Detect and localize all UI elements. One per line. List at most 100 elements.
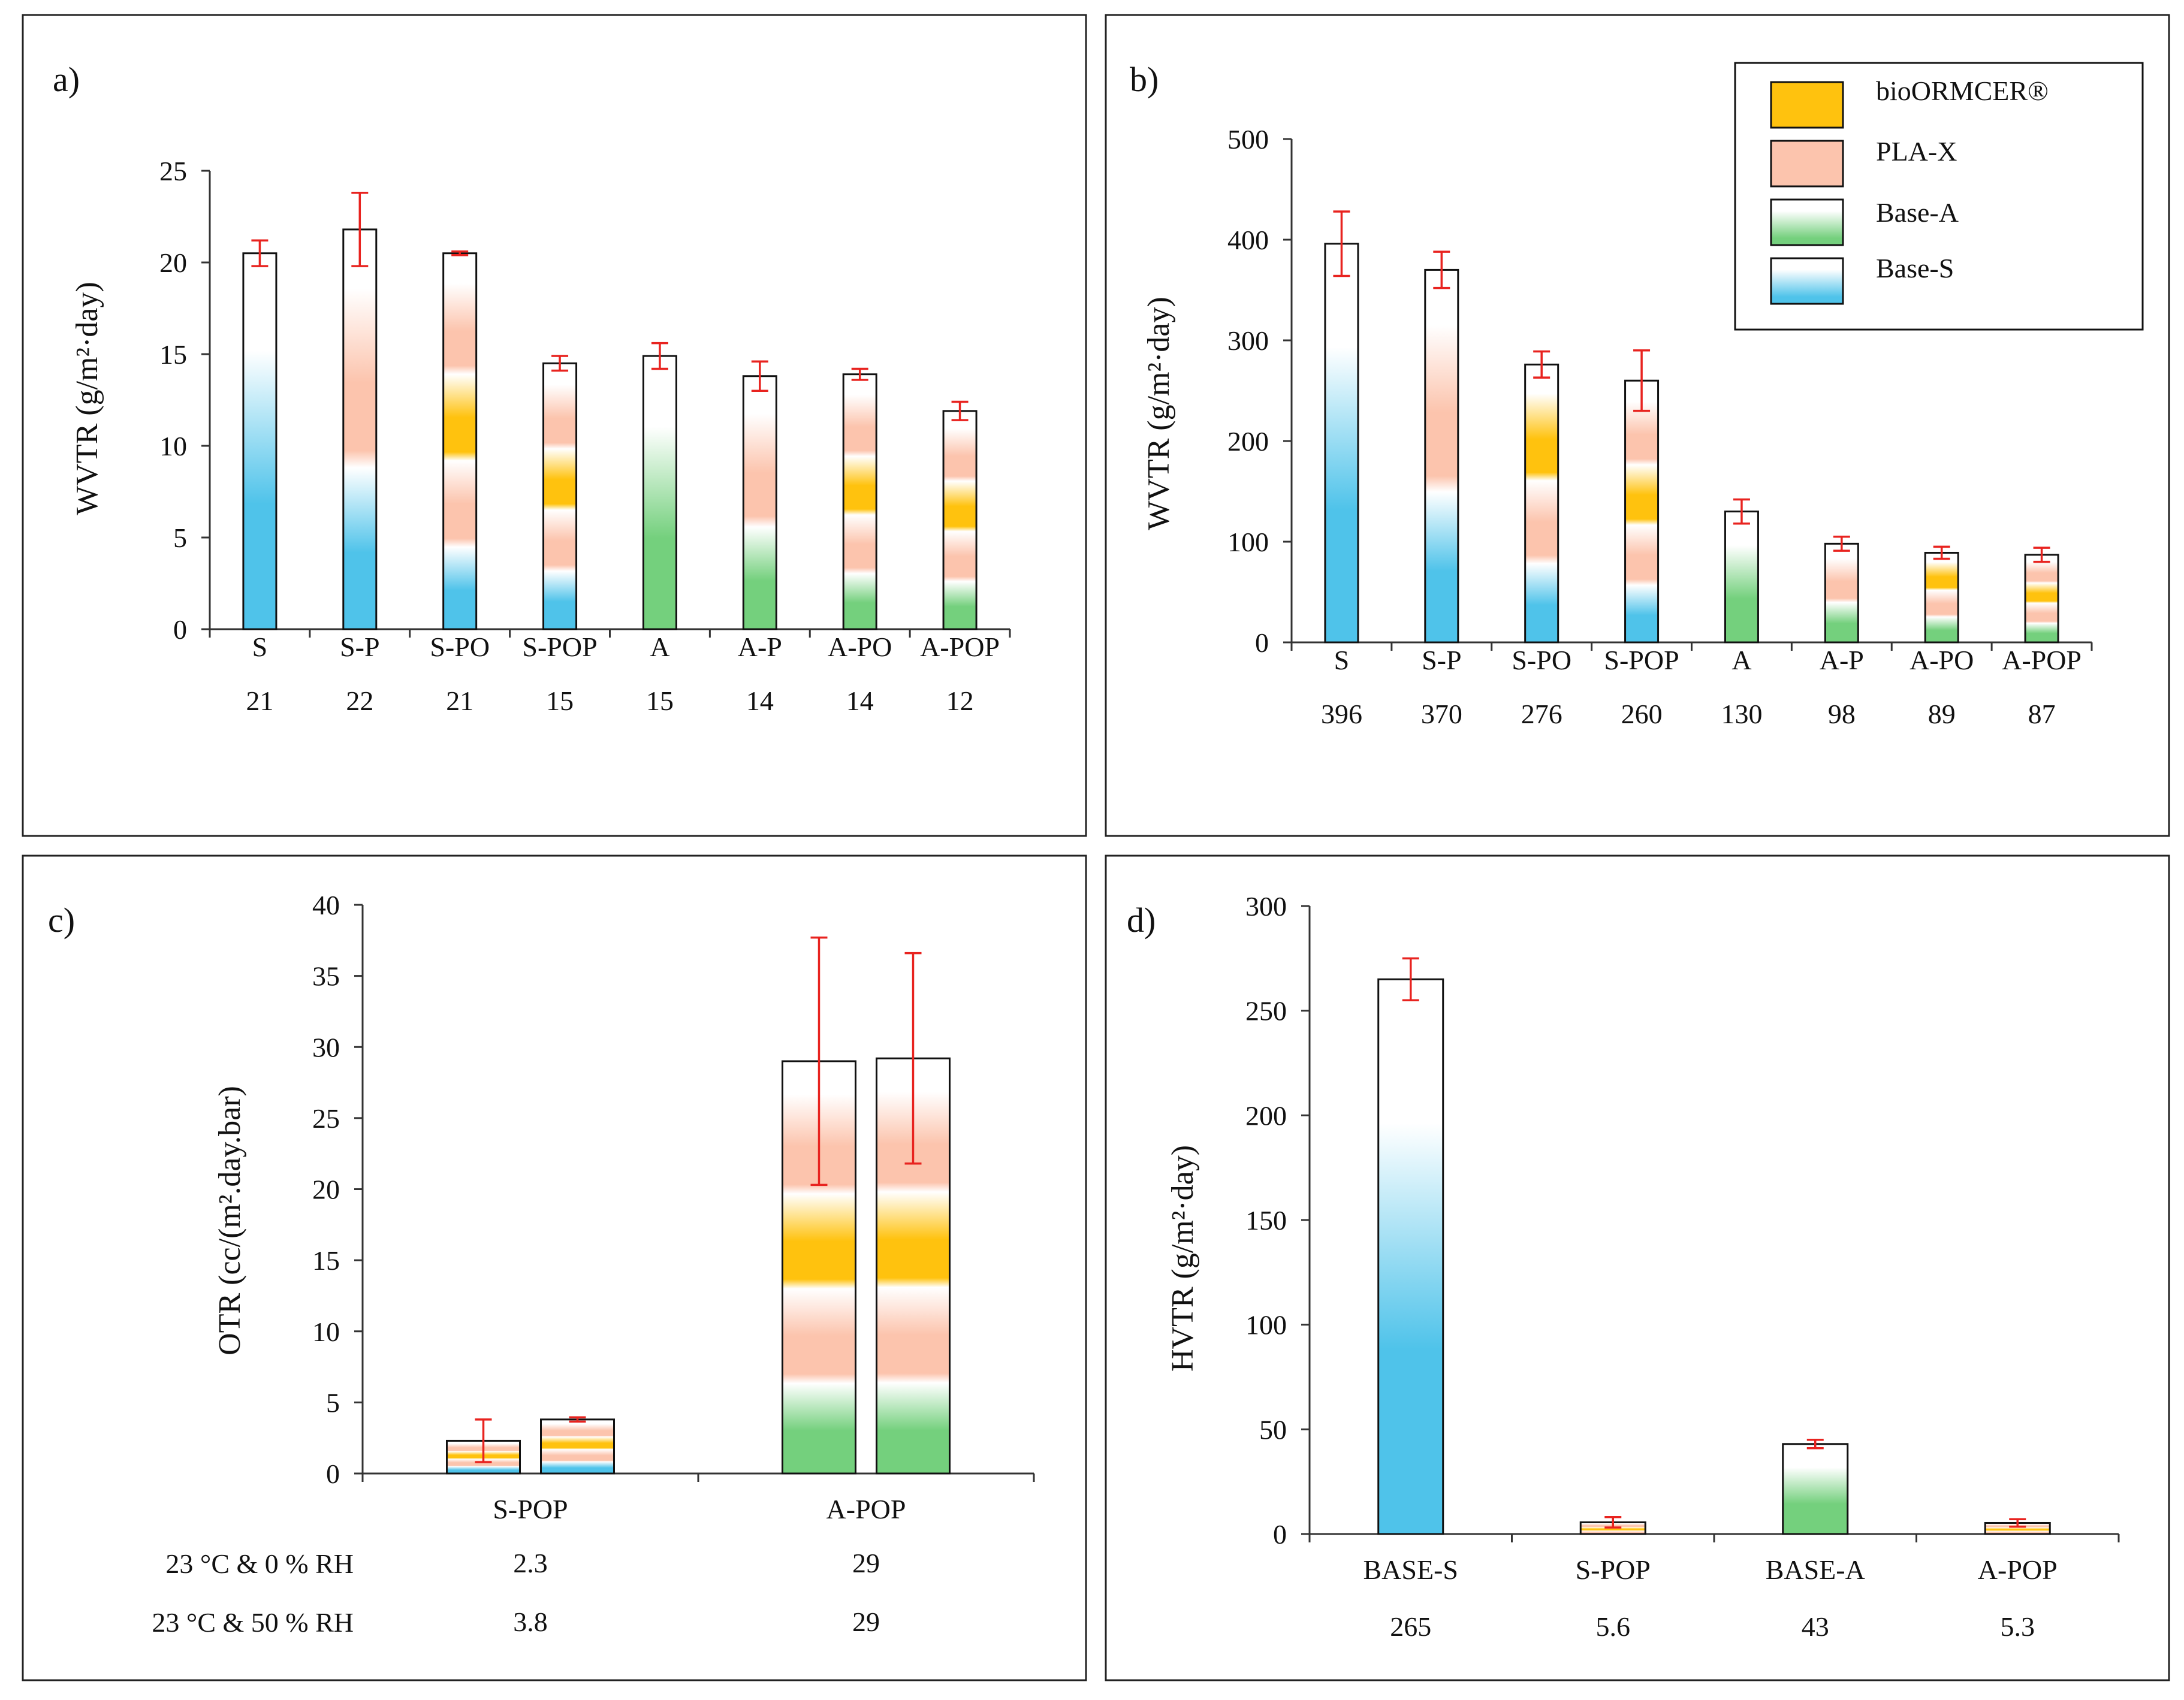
chart-c-error-bar: [904, 952, 922, 1165]
chart-b-bar: [1724, 511, 1759, 644]
chart-b-value-label: 87: [2028, 699, 2056, 729]
chart-d-ytick-label: 0: [1273, 1519, 1287, 1550]
chart-a-value-label: 21: [446, 686, 473, 716]
legend-swatch-base-a: [1770, 198, 1844, 246]
chart-a-ytick-label: 15: [159, 339, 187, 370]
chart-c: 0 5 10 15 20 25 30 35 40 S-POP 2.3 3.8 A-POP 29 29: [312, 890, 1035, 1637]
chart-b-error-bar: [1533, 350, 1550, 379]
chart-c-bar: [540, 1418, 615, 1475]
legend-swatch-base-s: [1770, 257, 1844, 305]
chart-a-value-label: 21: [246, 686, 273, 716]
chart-d-value-label: 43: [1802, 1611, 1829, 1642]
panel-b-label: b): [1130, 60, 1159, 99]
panel-d-label: d): [1127, 901, 1156, 940]
chart-d-category-label: BASE-S: [1364, 1554, 1458, 1585]
panel-c-label: c): [48, 901, 75, 940]
legend-label-plax: PLA-X: [1876, 136, 1957, 167]
chart-b-error-bar: [1833, 535, 1850, 552]
chart-c-ytick-label: 5: [326, 1387, 340, 1418]
legend-label-bioormcer: bioORMCER®: [1876, 76, 2049, 106]
chart-a-bar: [542, 362, 578, 630]
chart-c-bar: [782, 1060, 856, 1475]
chart-d-bar: [1782, 1443, 1849, 1535]
chart-b-bar: [1824, 542, 1859, 644]
chart-a-category-label: S: [252, 632, 268, 662]
chart-a-bar: [842, 373, 877, 630]
chart-b-value-label: 89: [1928, 699, 1956, 729]
chart-a-value-label: 22: [346, 686, 373, 716]
chart-c-value-label: 29: [852, 1548, 880, 1578]
panel-b-ylabel: WVTR (g/m²·day): [1142, 297, 1176, 530]
chart-a-value-label: 14: [746, 686, 774, 716]
chart-b-category-label: A: [1731, 645, 1751, 675]
chart-b-ytick-label: 100: [1227, 527, 1269, 557]
chart-a-ytick-label: 25: [159, 156, 187, 186]
chart-a-error-bar: [751, 360, 768, 392]
panel-d-ylabel: HVTR (g/m²·day): [1166, 1145, 1200, 1372]
chart-b-value-label: 98: [1828, 699, 1856, 729]
chart-a-category-label: A-PO: [828, 632, 892, 662]
panel-d-frame: [1105, 854, 2170, 1681]
chart-b-ytick-label: 200: [1227, 426, 1269, 457]
chart-d: 0 50 100 150 200 250 300 BASE-S 265 S-POP 5.6 BASE-…: [1245, 891, 2120, 1642]
chart-b-bar: [1624, 379, 1660, 644]
chart-c-ytick-label: 30: [312, 1032, 340, 1062]
chart-d-bar: [1377, 978, 1444, 1535]
panel-c-series-0-name: 23 °C & 0 % RH: [165, 1548, 354, 1579]
chart-b-ytick-label: 300: [1227, 325, 1269, 356]
chart-c-error-bar: [810, 936, 828, 1186]
chart-a-bar: [342, 228, 378, 630]
chart-a-bar: [742, 375, 777, 630]
chart-c-ytick-label: 15: [312, 1245, 340, 1276]
chart-b-category-label: A-P: [1820, 645, 1864, 675]
chart-a-category-label: A: [650, 632, 669, 662]
chart-a-category-label: S-P: [340, 632, 379, 662]
chart-d-ytick-label: 250: [1245, 996, 1287, 1026]
chart-b: 0 100 200 300 400 500 S 396 S-P 370 S-PO 276 S-POP 26…: [1227, 124, 2093, 729]
panel-a-ylabel: WVTR (g/m²·day): [70, 282, 104, 515]
chart-c-ytick-label: 40: [312, 890, 340, 920]
chart-a-bar: [642, 355, 677, 630]
chart-a-error-bar: [551, 355, 569, 372]
chart-a-category-label: S-PO: [430, 632, 490, 662]
chart-a-ytick-label: 20: [159, 247, 187, 278]
chart-b-value-label: 396: [1321, 699, 1362, 729]
chart-a-bar: [242, 252, 277, 630]
chart-a-value-label: 15: [646, 686, 674, 716]
legend-swatch-bioormcer: [1770, 81, 1844, 129]
chart-b-value-label: 260: [1621, 699, 1663, 729]
chart-c-ytick-label: 20: [312, 1174, 340, 1205]
chart-b-ytick-label: 500: [1227, 124, 1269, 155]
chart-a-bar: [942, 410, 978, 630]
legend: bioORMCER® PLA-X Base-A Base-S: [1734, 62, 2144, 331]
panel-c-ylabel: OTR (cc/(m².day.bar): [213, 1086, 247, 1355]
chart-a-error-bar: [951, 400, 969, 421]
chart-c-ytick-label: 35: [312, 961, 340, 992]
chart-a-ytick-label: 0: [173, 614, 187, 645]
chart-a-ytick-label: 10: [159, 431, 187, 461]
chart-a-error-bar: [651, 342, 668, 370]
chart-d-category-label: S-POP: [1576, 1554, 1651, 1585]
panel-c-series-1-name: 23 °C & 50 % RH: [152, 1607, 354, 1638]
chart-b-bar: [1324, 243, 1359, 644]
chart-a-category-label: S-POP: [522, 632, 597, 662]
chart-b-error-bar: [1733, 498, 1750, 525]
chart-a-error-bar: [451, 250, 469, 256]
chart-b-value-label: 370: [1421, 699, 1462, 729]
chart-b-error-bar: [1633, 349, 1651, 412]
chart-d-error-bar: [1604, 1515, 1622, 1529]
chart-d-ytick-label: 300: [1245, 891, 1287, 922]
chart-d-error-bar: [2009, 1518, 2026, 1528]
chart-b-category-label: S-P: [1422, 645, 1461, 675]
chart-a-category-label: A-P: [738, 632, 782, 662]
chart-d-value-label: 5.3: [2001, 1611, 2035, 1642]
chart-d-ytick-label: 200: [1245, 1100, 1287, 1131]
chart-c-value-label: 29: [852, 1607, 880, 1637]
chart-c-category-label: A-POP: [826, 1494, 906, 1524]
chart-b-category-label: S: [1334, 645, 1350, 675]
chart-c-ytick-label: 10: [312, 1316, 340, 1347]
chart-c-ytick-label: 0: [326, 1459, 340, 1489]
chart-b-value-label: 130: [1721, 699, 1762, 729]
chart-a-category-label: A-POP: [920, 632, 1000, 662]
chart-a-error-bar: [251, 239, 269, 267]
